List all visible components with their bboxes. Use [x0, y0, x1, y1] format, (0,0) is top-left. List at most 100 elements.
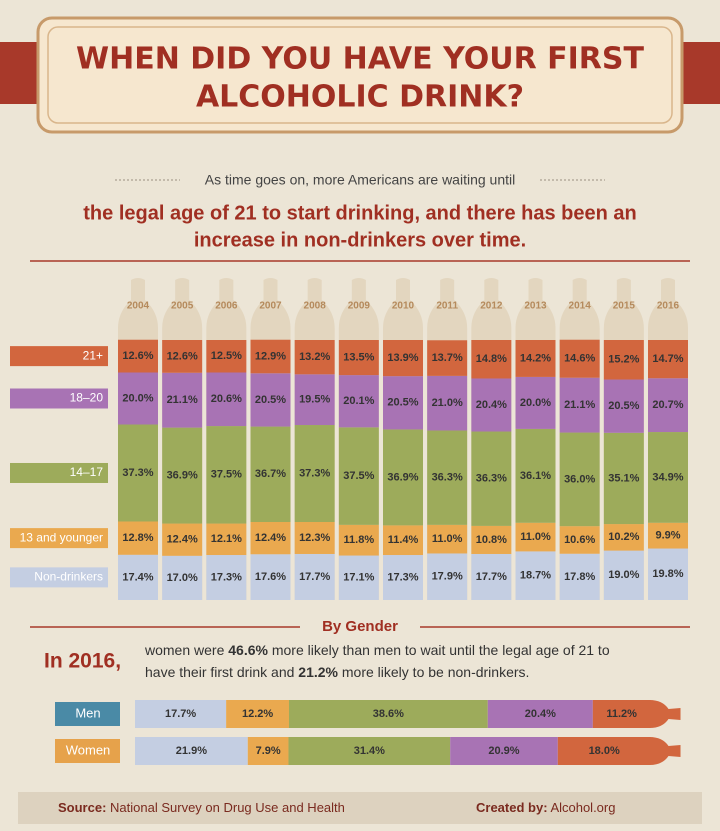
bar-segment: [648, 522, 688, 549]
bar-segment: [247, 737, 289, 765]
value-label: 34.9%: [652, 471, 683, 483]
bar-segment: [250, 554, 291, 600]
value-label: 18.7%: [520, 570, 551, 582]
bar-segment: [118, 339, 158, 373]
bar-segment: [603, 432, 644, 525]
bar-segment: [206, 426, 247, 524]
value-label: 17.8%: [564, 571, 595, 583]
value-label: 20.5%: [608, 400, 639, 412]
bar-segment: [206, 555, 247, 600]
note-part: have their first drink and: [145, 664, 294, 680]
intro-text: the legal age of 21 to start drinking, a…: [83, 202, 636, 224]
value-label: 17.7%: [476, 571, 507, 583]
value-label: 14.2%: [520, 352, 551, 364]
bar-segment: [383, 555, 423, 600]
bar-segment: [648, 340, 688, 379]
bar-segment: [162, 427, 203, 524]
bar-segment: [118, 372, 158, 425]
bar-segment: [338, 524, 379, 556]
x-tick-label: 2005: [171, 301, 194, 312]
value-label: 17.3%: [387, 571, 418, 583]
bar-segment: [162, 523, 203, 556]
value-label: 21.1%: [167, 394, 198, 406]
series-tag: [10, 346, 108, 367]
bottle-neck: [649, 737, 681, 765]
bar-segment: [592, 700, 651, 728]
series-tag: [10, 567, 108, 588]
bar-segment: [338, 427, 379, 525]
value-label: 14.6%: [564, 353, 595, 365]
value-label: 13.2%: [299, 351, 330, 363]
value-label: 31.4%: [354, 745, 385, 757]
title-plaque: [36, 16, 684, 134]
value-label: 20.0%: [520, 397, 551, 409]
category-tag: [55, 702, 120, 726]
value-label: 20.1%: [343, 395, 374, 407]
x-tick-label: 2015: [613, 301, 636, 312]
bar-segment: [515, 340, 556, 377]
value-label: 20.7%: [652, 399, 683, 411]
value-label: 35.1%: [608, 472, 639, 484]
value-label: 20.5%: [387, 397, 418, 409]
bar-segment: [288, 737, 451, 765]
bar-segment: [383, 340, 423, 377]
value-label: 10.6%: [564, 534, 595, 546]
x-tick-label: 2016: [657, 301, 680, 312]
section-title: By Gender: [322, 618, 398, 635]
value-label: 37.5%: [211, 469, 242, 481]
bar-segment: [648, 378, 688, 433]
value-label: 14.8%: [476, 353, 507, 365]
value-label: 20.4%: [525, 708, 556, 720]
bar-segment: [162, 372, 203, 428]
bar-segment: [250, 426, 291, 522]
x-tick-label: 2011: [436, 301, 458, 312]
bottle-neck: [649, 700, 681, 728]
value-label: 19.8%: [652, 568, 683, 580]
value-label: 18.0%: [589, 745, 620, 757]
value-label: 17.9%: [432, 571, 463, 583]
bar-segment: [487, 700, 593, 728]
x-tick-label: 2014: [569, 301, 592, 312]
value-label: 17.3%: [211, 571, 242, 583]
intro-text: increase in non-drinkers over time.: [194, 229, 526, 251]
note-highlight: 46.6%: [228, 642, 268, 658]
value-label: 12.4%: [255, 532, 286, 544]
category-label: Men: [75, 705, 100, 720]
value-label: 7.9%: [256, 745, 281, 757]
bar-segment: [603, 379, 644, 433]
bar-segment: [206, 340, 247, 373]
value-label: 36.9%: [167, 469, 198, 481]
gender-chart: Men 17.7% 12.2% 38.6% 20.4% 11.2% Women 21.9% 7.…: [55, 700, 681, 765]
bar-segment: [250, 339, 291, 374]
value-label: 17.0%: [167, 572, 198, 584]
bar-segment: [603, 340, 644, 380]
bar-segment: [427, 524, 468, 554]
intro-lead: As time goes on, more Americans are wait…: [205, 172, 515, 188]
bar-segment: [559, 432, 600, 527]
series-label: 21+: [83, 348, 103, 362]
bar-segment: [450, 737, 558, 765]
note-part: more likely to be non-drinkers.: [342, 664, 530, 680]
value-label: 38.6%: [373, 708, 404, 720]
value-label: 20.0%: [122, 392, 153, 404]
bar-segment: [162, 340, 203, 373]
value-label: 11.4%: [388, 534, 419, 546]
footer-label: Source:: [58, 800, 106, 815]
bar-segment: [515, 551, 556, 600]
bar-segment: [383, 376, 423, 430]
value-label: 12.1%: [211, 533, 242, 545]
bar-segment: [294, 522, 335, 554]
value-label: 37.3%: [299, 467, 330, 479]
x-tick-label: 2007: [259, 301, 282, 312]
bar-segment: [135, 737, 248, 765]
value-label: 17.4%: [122, 571, 153, 583]
value-label: 21.0%: [432, 397, 463, 409]
value-label: 11.0%: [432, 533, 463, 545]
value-label: 36.0%: [564, 473, 595, 485]
x-tick-label: 2012: [480, 301, 503, 312]
x-tick-label: 2008: [304, 301, 327, 312]
footer-credit: Created by: Alcohol.org: [476, 800, 615, 815]
x-tick-label: 2010: [392, 301, 415, 312]
value-label: 12.5%: [211, 350, 242, 362]
